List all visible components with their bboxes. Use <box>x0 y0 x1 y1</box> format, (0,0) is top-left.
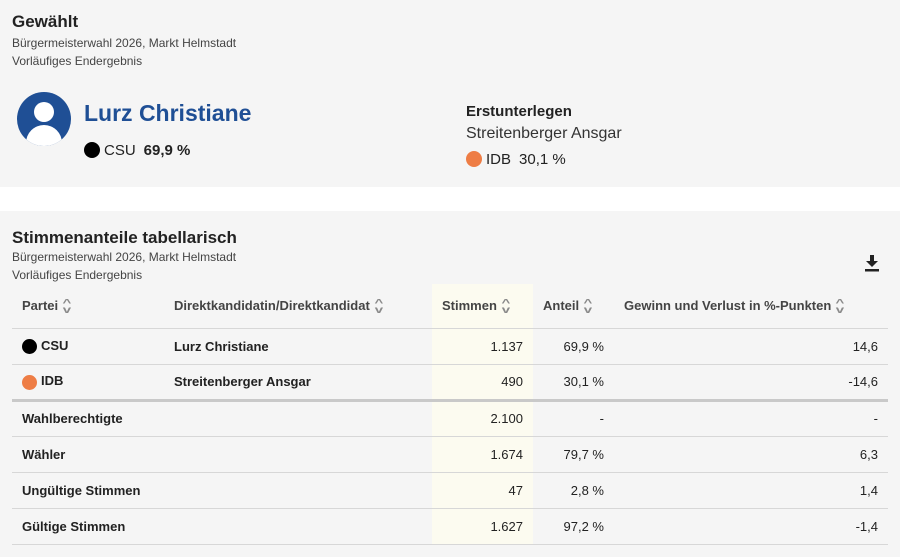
candidate-cell: Streitenberger Ansgar <box>164 364 432 402</box>
winner-section-subtitle: Bürgermeisterwahl 2026, Markt Helmstadt <box>12 36 237 50</box>
sort-icon[interactable]: ^ v <box>501 297 511 316</box>
table-section-subtitle: Bürgermeisterwahl 2026, Markt Helmstadt <box>12 250 237 264</box>
summary-label: Ungültige Stimmen <box>12 472 432 509</box>
share-cell: 2,8 % <box>533 472 614 509</box>
column-header-votes[interactable]: Stimmen ^ v <box>432 284 533 329</box>
runner-up-party-line: IDB 30,1 % <box>466 150 566 168</box>
winner-percent: 69,9 % <box>143 141 191 159</box>
change-cell: - <box>614 400 888 437</box>
party-color-dot <box>22 374 37 390</box>
share-cell: 79,7 % <box>533 436 614 473</box>
change-cell: -14,6 <box>614 364 888 402</box>
votes-cell: 47 <box>432 472 533 509</box>
party-cell: CSU <box>12 328 164 365</box>
results-table: Partei ^ v Direktkandidatin/Direktkandidat… <box>12 284 888 545</box>
votes-cell: 1.674 <box>432 436 533 473</box>
winner-party-line: CSU 69,9 % <box>84 141 190 159</box>
candidate-cell: Lurz Christiane <box>164 328 432 365</box>
winner-panel <box>0 0 900 187</box>
runner-up-name: Streitenberger Ansgar <box>466 125 622 142</box>
column-header-share[interactable]: Anteil ^ v <box>533 284 614 329</box>
votes-cell: 1.137 <box>432 328 533 365</box>
summary-label: Gültige Stimmen <box>12 508 432 545</box>
winner-party: CSU <box>104 141 136 159</box>
summary-row: Gültige Stimmen 1.627 97,2 % -1,4 <box>12 508 888 545</box>
summary-row: Wahlberechtigte 2.100 - - <box>12 400 888 437</box>
winner-section-status: Vorläufiges Endergebnis <box>12 54 143 68</box>
change-cell: 1,4 <box>614 472 888 509</box>
column-header-change[interactable]: Gewinn und Verlust in %-Punkten ^ v <box>614 284 888 329</box>
change-cell: 14,6 <box>614 328 888 365</box>
sort-icon[interactable]: ^ v <box>583 297 593 316</box>
summary-row: Wähler 1.674 79,7 % 6,3 <box>12 436 888 473</box>
party-color-dot <box>84 142 100 159</box>
table-header-row: Partei ^ v Direktkandidatin/Direktkandidat… <box>12 284 888 329</box>
summary-label: Wahlberechtigte <box>12 400 432 437</box>
share-cell: - <box>533 400 614 437</box>
table-section-title: Stimmenanteile tabellarisch <box>12 228 237 247</box>
votes-cell: 1.627 <box>432 508 533 545</box>
runner-up-party: IDB <box>486 150 512 168</box>
change-cell: -1,4 <box>614 508 888 545</box>
column-header-candidate[interactable]: Direktkandidatin/Direktkandidat ^ v <box>164 284 432 329</box>
column-header-party[interactable]: Partei ^ v <box>12 284 164 329</box>
party-color-dot <box>22 339 37 355</box>
summary-label: Wähler <box>12 436 432 473</box>
summary-row: Ungültige Stimmen 47 2,8 % 1,4 <box>12 472 888 509</box>
winner-name: Lurz Christiane <box>84 100 252 126</box>
sort-icon[interactable]: ^ v <box>835 297 845 316</box>
user-avatar-icon <box>17 92 71 146</box>
share-cell: 30,1 % <box>533 364 614 402</box>
party-color-dot <box>466 151 482 168</box>
votes-cell: 490 <box>432 364 533 402</box>
party-cell: IDB <box>12 364 164 402</box>
sort-icon[interactable]: ^ v <box>62 297 72 316</box>
sort-icon[interactable]: ^ v <box>374 297 384 316</box>
share-cell: 69,9 % <box>533 328 614 365</box>
table-row: IDB Streitenberger Ansgar 490 30,1 % -14… <box>12 364 888 402</box>
table-section-status: Vorläufiges Endergebnis <box>12 268 143 282</box>
table-row: CSU Lurz Christiane 1.137 69,9 % 14,6 <box>12 328 888 365</box>
runner-up-percent: 30,1 % <box>519 150 566 168</box>
runner-up-heading: Erstunterlegen <box>466 103 572 120</box>
change-cell: 6,3 <box>614 436 888 473</box>
winner-section-title: Gewählt <box>12 12 79 31</box>
download-icon[interactable] <box>864 254 880 272</box>
share-cell: 97,2 % <box>533 508 614 545</box>
votes-cell: 2.100 <box>432 400 533 437</box>
